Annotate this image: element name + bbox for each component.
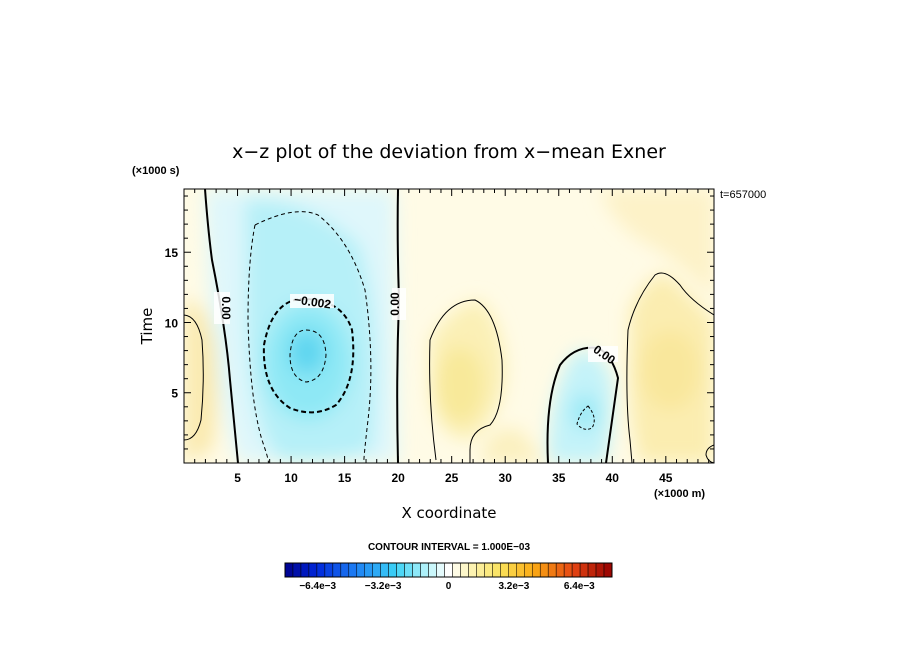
colorbar-cell [476,562,485,578]
colorbar-cell [563,562,573,578]
colorbar-tick-label: 6.4e−3 [564,581,595,592]
colorbar-cell [587,562,597,578]
colorbar-cell [579,562,589,578]
colorbar-cell [539,562,549,578]
x-tick-label: 10 [284,471,298,485]
colorbar-cell [444,562,453,578]
colorbar-cell [516,562,525,578]
colorbar-cell [284,562,294,578]
colorbar-cell [396,562,405,578]
y-tick-label: 5 [171,387,178,401]
contour-neg001-left [247,224,269,463]
contour-small-neg [576,405,595,430]
shaded-field [184,189,714,463]
contour-label-group: 0.00 −0.002 0.00 0.00 [214,288,618,367]
colorbar-cell [332,562,342,578]
colorbar-cell [555,562,565,578]
x-scale-label: (×1000 m) [654,488,705,500]
contour-label-middle: 0.00 [388,292,402,316]
contour-interval-text: CONTOUR INTERVAL = 1.000E−03 [368,542,531,553]
colorbar-cell [324,562,334,578]
contour-zero-left [204,189,239,463]
colorbar-cell [380,562,389,578]
x-tick-label: 35 [552,471,566,485]
colorbar-cell [292,562,302,578]
colorbar-cell [571,562,581,578]
contour-label-neg002: −0.002 [293,293,332,312]
contour-neg003 [289,329,327,383]
x-tick-label: 25 [445,471,459,485]
chart-title: x−z plot of the deviation from x−mean Ex… [232,141,666,163]
y-tick-label: 10 [165,316,179,330]
colorbar-cell [500,562,509,578]
colorbar-cell [404,562,413,578]
colorbar-cell [364,562,373,578]
colorbar-cell [316,562,326,578]
contour-neg002 [262,297,355,414]
colorbar-outline [284,562,613,578]
colorbar-cell [603,562,613,578]
x-axis-ticks: 5 10 15 20 25 30 35 40 45 [183,189,710,485]
x-tick-label: 45 [659,471,673,485]
time-label: t=657000 [720,189,766,201]
y-axis-ticks: 5 10 15 [165,195,714,464]
contour-label-left: 0.00 [219,296,233,320]
colorbar-cell [524,562,533,578]
colorbar [284,562,613,578]
colorbar-cell [484,562,493,578]
colorbar-cell [308,562,318,578]
contour-pos-right [626,272,714,463]
colorbar-cell [388,562,397,578]
x-tick-label: 5 [234,471,241,485]
y-tick-label: 15 [165,246,179,260]
x-tick-label: 15 [338,471,352,485]
contour-neg001-outer [254,211,372,463]
colorbar-cell [492,562,501,578]
contour-pos-left [184,314,204,441]
colorbar-labels: −6.4e−3 −3.2e−3 0 3.2e−3 6.4e−3 [299,581,595,592]
colorbar-cell [452,562,461,578]
colorbar-cell [348,562,358,578]
colorbar-cell [595,562,605,578]
contour-pos-middle [429,299,503,463]
colorbar-cell [412,562,421,578]
y-axis-label: Time [138,308,156,346]
colorbar-cell [340,562,350,578]
colorbar-cell [300,562,310,578]
colorbar-cell [420,562,429,578]
colorbar-cell [436,562,445,578]
colorbar-tick-label: 3.2e−3 [498,581,529,592]
colorbar-cell [508,562,517,578]
colorbar-cell [372,562,381,578]
colorbar-tick-label: 0 [446,581,452,592]
colorbar-cell [356,562,366,578]
colorbar-cell [460,562,469,578]
x-axis-label: X coordinate [401,504,496,522]
contour-pos-corner [705,444,714,463]
colorbar-tick-label: −6.4e−3 [299,581,336,592]
colorbar-cell [531,562,541,578]
plot-frame [183,188,715,464]
colorbar-cell [468,562,477,578]
x-tick-label: 40 [606,471,620,485]
x-tick-label: 30 [499,471,513,485]
colorbar-tick-label: −3.2e−3 [365,581,402,592]
y-scale-label: (×1000 s) [132,165,180,177]
x-tick-label: 20 [391,471,405,485]
colorbar-cell [547,562,557,578]
colorbar-cell [428,562,437,578]
